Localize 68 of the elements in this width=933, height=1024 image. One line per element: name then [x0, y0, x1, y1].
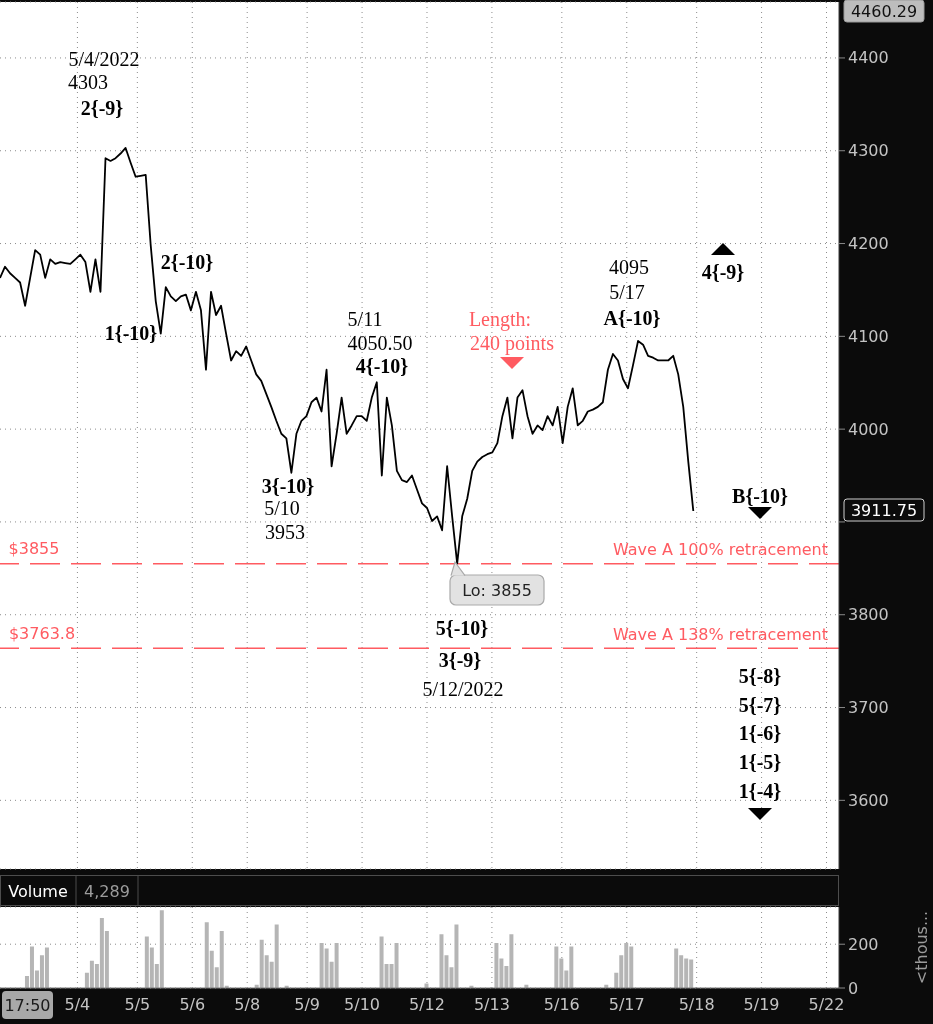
y-tick-label: 4200: [848, 234, 889, 254]
bar: [159, 910, 164, 988]
annotation: 5{-7}: [738, 694, 782, 716]
annotation: 4{-10}: [355, 355, 409, 377]
annotation: 5/4/2022: [68, 48, 140, 70]
annotation: A{-10}: [603, 307, 661, 329]
x-tick-label: 5/16: [543, 994, 580, 1014]
annotation: $3763.8: [8, 623, 76, 643]
annotation: 4303: [68, 71, 108, 93]
x-tick-label: 5/5: [124, 994, 151, 1014]
x-tick-label: 5/4: [64, 994, 91, 1014]
annotation: 4{-9}: [701, 261, 745, 283]
x-tick-label: 5/18: [678, 994, 715, 1014]
x-tick-label: 5/10: [344, 994, 381, 1014]
x-tick-label: 5/22: [808, 994, 845, 1014]
annotation: B{-10}: [732, 485, 788, 507]
annotation: 240 points: [470, 332, 555, 355]
bar: [554, 946, 559, 988]
annotation: 3{-10}: [261, 475, 315, 497]
text: 4,289: [84, 881, 130, 901]
x-tick-label: 5/19: [743, 994, 780, 1014]
y-axis-title: <thous...: [911, 910, 931, 985]
chart-title: Volume: [8, 881, 68, 901]
bar: [44, 947, 49, 988]
ref-line-label: Wave A 138% retracement: [612, 624, 828, 644]
bar: [394, 943, 399, 988]
annotation: 4095: [609, 256, 649, 278]
text: 4460.29: [850, 1, 918, 21]
annotation: 5/17: [609, 281, 645, 303]
bar: [674, 948, 679, 988]
y-tick-label: 3600: [848, 790, 889, 810]
bar: [439, 934, 444, 988]
annotation: $3855: [8, 538, 60, 558]
annotation: 2{-9}: [80, 97, 124, 119]
x-tick-label: 5/17: [608, 994, 645, 1014]
x-tick-label: 5/9: [294, 994, 321, 1014]
x-tick-label: 5/8: [234, 994, 261, 1014]
annotation: 1{-10}: [104, 322, 158, 344]
y-tick-label: 3800: [848, 605, 889, 625]
bar: [274, 924, 279, 988]
text: 3911.75: [850, 500, 918, 520]
x-tick-label: 5/13: [473, 994, 510, 1014]
y-tick-label: 4000: [848, 419, 889, 439]
y-tick-label: 4100: [848, 326, 889, 346]
annotation: 1{-4}: [738, 780, 782, 802]
y-tick-label: 4400: [848, 48, 889, 68]
annotation: 5/12/2022: [422, 678, 504, 700]
x-tick-label: 5/6: [179, 994, 206, 1014]
x-tick-label: 5/12: [409, 994, 445, 1014]
y-tick-label: 3700: [848, 698, 889, 718]
annotation: 5/10: [264, 497, 300, 519]
annotation: 4050.50: [347, 332, 413, 354]
annotation: 5{-10}: [435, 617, 489, 639]
y-tick-label: 200: [848, 934, 879, 954]
annotation: Length:: [468, 308, 532, 331]
ref-line-label: Wave A 100% retracement: [612, 540, 828, 560]
bar: [494, 943, 499, 988]
annotation: 1{-5}: [738, 751, 782, 773]
bar: [334, 943, 339, 988]
y-tick-label: 0: [848, 978, 859, 998]
annotation: Lo: 3855: [462, 580, 532, 600]
annotation: 1{-6}: [738, 722, 782, 744]
y-tick-label: 4300: [848, 141, 889, 161]
annotation: 5/11: [347, 308, 383, 330]
annotation: 3{-9}: [438, 649, 482, 671]
annotation: 5{-8}: [738, 665, 782, 687]
annotation: 2{-10}: [160, 251, 214, 273]
annotation: 3953: [265, 521, 305, 543]
